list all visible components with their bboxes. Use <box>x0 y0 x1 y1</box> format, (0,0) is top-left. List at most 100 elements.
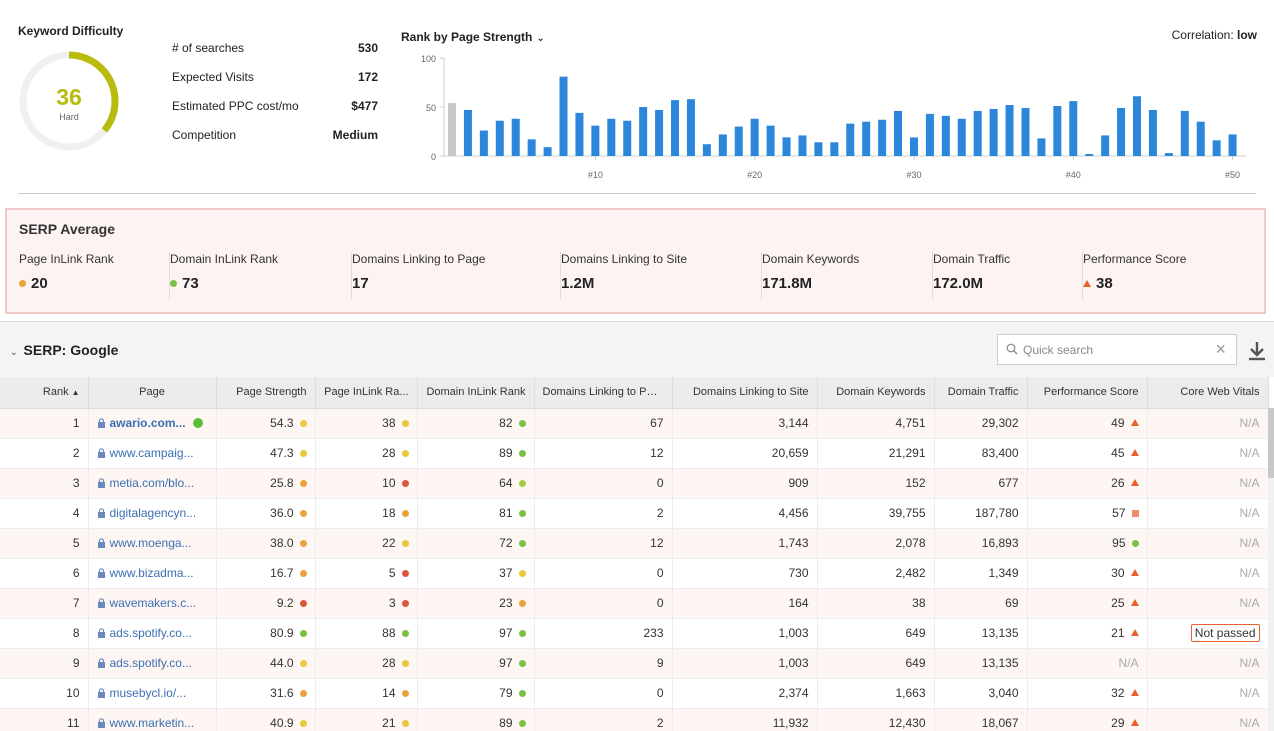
quick-search-input[interactable] <box>1023 341 1203 359</box>
chart-bar[interactable] <box>734 126 743 156</box>
page-link[interactable]: www.marketin... <box>109 716 195 730</box>
chart-bar[interactable] <box>909 137 918 156</box>
chart-bar[interactable] <box>1132 96 1141 156</box>
chart-bar[interactable] <box>798 135 807 156</box>
chart-bar[interactable] <box>479 130 488 156</box>
chart-bar[interactable] <box>463 109 472 156</box>
table-row[interactable]: 9 ads.spotify.co... 44.0 28 97 9 1,003 649 13,13… <box>0 648 1269 679</box>
cell-value: 36.0 <box>270 506 294 520</box>
chart-bar[interactable] <box>1021 107 1030 156</box>
cell-value: 38 <box>382 416 396 430</box>
chart-bar[interactable] <box>575 112 584 156</box>
column-header[interactable]: Domains Linking to Site <box>672 377 818 409</box>
table-row[interactable]: 11 www.marketin... 40.9 21 89 2 11,932 12,430 18… <box>0 708 1269 731</box>
metric-value: $477 <box>351 99 378 113</box>
table-row[interactable]: 4 digitalagencyn... 36.0 18 81 2 4,456 39,755 18… <box>0 498 1269 529</box>
chart-bar[interactable] <box>878 119 887 156</box>
chart-bar[interactable] <box>750 118 759 156</box>
table-row[interactable]: 1 awario.com... 54.3 38 82 67 3,144 4,751 29,302… <box>0 408 1269 439</box>
chart-bar[interactable] <box>1085 154 1094 156</box>
chart-bar[interactable] <box>973 110 982 156</box>
chart-bar[interactable] <box>846 123 855 156</box>
column-header[interactable]: Rank ▲ <box>0 377 89 409</box>
column-header[interactable]: Core Web Vitals <box>1147 377 1269 409</box>
chart-bar[interactable] <box>1228 134 1237 156</box>
chart-bar[interactable] <box>448 103 456 156</box>
chart-bar[interactable] <box>1196 121 1205 156</box>
status-dot-icon <box>299 660 307 667</box>
chart-bar[interactable] <box>607 118 616 156</box>
table-row[interactable]: 3 metia.com/blo... 25.8 10 64 0 909 152 677 26 N/A <box>0 468 1269 499</box>
page-link[interactable]: www.campaig... <box>109 446 194 460</box>
chart-bar[interactable] <box>591 125 600 156</box>
scrollbar-thumb[interactable] <box>1268 408 1274 478</box>
column-header[interactable]: Domain Keywords <box>817 377 935 409</box>
page-link[interactable]: ads.spotify.co... <box>109 626 192 640</box>
page-link[interactable]: awario.com... <box>109 416 186 430</box>
table-row[interactable]: 5 www.moenga... 38.0 22 72 12 1,743 2,078 16,893… <box>0 528 1269 559</box>
chart-bar[interactable] <box>766 125 775 156</box>
column-header[interactable]: Domain InLink Rank <box>417 377 535 409</box>
chart-bar[interactable] <box>894 110 903 156</box>
chart-bar[interactable] <box>814 142 823 156</box>
cell-value: 1,349 <box>988 566 1019 580</box>
chart-bar[interactable] <box>639 107 648 156</box>
chart-bar[interactable] <box>527 139 536 156</box>
chart-bar[interactable] <box>686 99 695 156</box>
column-header[interactable]: Domains Linking to Page <box>534 377 673 409</box>
rank-chart-title-dropdown[interactable]: Rank by Page Strength ⌄ <box>401 30 545 44</box>
table-row[interactable]: 10 musebycl.io/... 31.6 14 79 0 2,374 1,663 3,04… <box>0 678 1269 709</box>
serp-google-toggle[interactable]: ⌄ SERP: Google <box>10 342 118 358</box>
chart-bar[interactable] <box>1037 138 1046 156</box>
chart-bar[interactable] <box>623 120 632 156</box>
chart-bar[interactable] <box>941 115 950 156</box>
chart-bar[interactable] <box>1212 140 1221 156</box>
chart-bar[interactable] <box>655 109 664 156</box>
page-link[interactable]: musebycl.io/... <box>109 686 187 700</box>
column-header[interactable]: Performance Score <box>1027 377 1148 409</box>
chart-bar[interactable] <box>1148 109 1157 156</box>
chart-bar[interactable] <box>830 142 839 156</box>
chart-bar[interactable] <box>1180 110 1189 156</box>
page-link[interactable]: www.bizadma... <box>109 566 194 580</box>
page-link[interactable]: metia.com/blo... <box>109 476 195 490</box>
table-row[interactable]: 2 www.campaig... 47.3 28 89 12 20,659 21,291 83,… <box>0 438 1269 469</box>
page-link[interactable]: digitalagencyn... <box>109 506 197 520</box>
page-link[interactable]: www.moenga... <box>109 536 192 550</box>
chart-bar[interactable] <box>559 76 568 156</box>
chart-bar[interactable] <box>702 144 711 156</box>
chart-bar[interactable] <box>957 118 966 156</box>
chart-bar[interactable] <box>1164 153 1173 156</box>
chart-bar[interactable] <box>782 137 791 156</box>
chart-bar[interactable] <box>925 113 934 156</box>
download-icon[interactable] <box>1246 339 1268 363</box>
status-dot-icon <box>299 630 307 637</box>
chart-bar[interactable] <box>1053 106 1062 156</box>
table-cell: 2,482 <box>817 558 935 589</box>
table-cell: 69 <box>934 588 1028 619</box>
clear-search-icon[interactable]: × <box>1215 339 1226 359</box>
table-row[interactable]: 7 wavemakers.c... 9.2 3 23 0 164 38 69 25 N/A <box>0 588 1269 619</box>
chart-bar[interactable] <box>718 134 727 156</box>
chart-bar[interactable] <box>543 147 552 156</box>
chart-bar[interactable] <box>1101 135 1110 156</box>
chart-bar[interactable] <box>862 121 871 156</box>
table-scrollbar[interactable] <box>1268 408 1274 731</box>
status-dot-icon <box>192 418 203 428</box>
chart-bar[interactable] <box>511 118 520 156</box>
column-header[interactable]: Domain Traffic <box>934 377 1028 409</box>
chart-bar[interactable] <box>1005 105 1014 156</box>
table-row[interactable]: 6 www.bizadma... 16.7 5 37 0 730 2,482 1,349 30 N/… <box>0 558 1269 589</box>
chart-bar[interactable] <box>495 120 504 156</box>
page-link[interactable]: ads.spotify.co... <box>109 656 192 670</box>
status-dot-icon <box>299 420 307 427</box>
page-link[interactable]: wavemakers.c... <box>109 596 197 610</box>
chart-bar[interactable] <box>671 100 680 156</box>
chart-bar[interactable] <box>1117 107 1126 156</box>
table-row[interactable]: 8 ads.spotify.co... 80.9 88 97 233 1,003 649 13,… <box>0 618 1269 649</box>
column-header[interactable]: Page Strength <box>216 377 316 409</box>
column-header[interactable]: Page InLink Ra... <box>315 377 418 409</box>
chart-bar[interactable] <box>1069 101 1078 156</box>
chart-bar[interactable] <box>989 108 998 156</box>
column-header[interactable]: Page <box>88 377 217 409</box>
